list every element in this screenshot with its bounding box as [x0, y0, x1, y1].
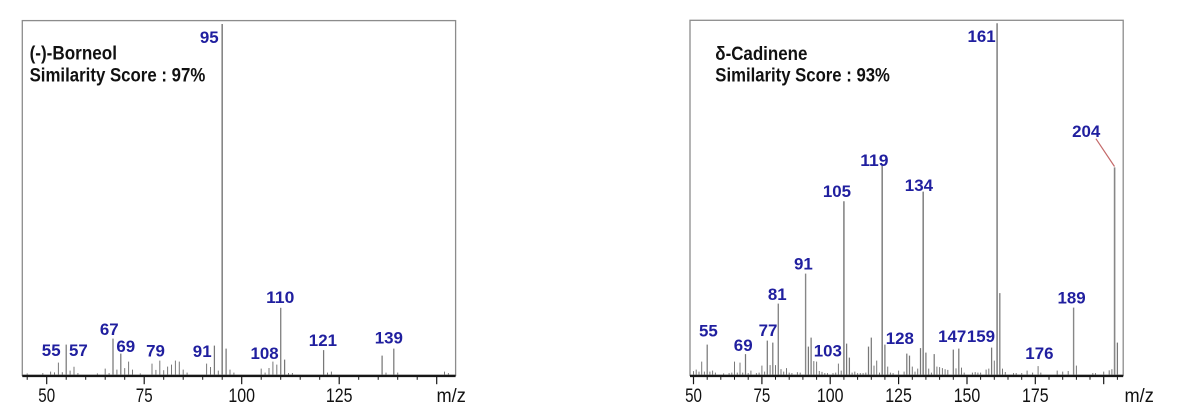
svg-text:134: 134: [905, 176, 934, 195]
svg-text:128: 128: [886, 329, 914, 348]
svg-text:103: 103: [814, 342, 842, 361]
svg-text:189: 189: [1058, 288, 1086, 307]
svg-text:57: 57: [69, 341, 88, 360]
svg-text:150: 150: [954, 385, 981, 407]
svg-text:67: 67: [100, 320, 119, 339]
svg-text:119: 119: [860, 151, 888, 170]
svg-text:79: 79: [146, 342, 165, 361]
svg-text:69: 69: [734, 336, 753, 355]
svg-text:121: 121: [309, 331, 337, 350]
svg-text:δ-Cadinene: δ-Cadinene: [715, 44, 807, 65]
svg-text:108: 108: [251, 344, 279, 363]
svg-text:161: 161: [968, 27, 996, 46]
svg-text:204: 204: [1072, 122, 1101, 141]
svg-text:100: 100: [817, 385, 844, 407]
svg-text:159: 159: [967, 327, 995, 346]
svg-text:110: 110: [266, 288, 294, 307]
svg-text:(-)-Borneol: (-)-Borneol: [30, 44, 117, 65]
svg-text:69: 69: [116, 337, 135, 356]
svg-text:m/z: m/z: [437, 385, 466, 407]
svg-text:125: 125: [885, 385, 912, 407]
svg-text:50: 50: [685, 385, 702, 407]
svg-text:55: 55: [42, 341, 61, 360]
svg-text:100: 100: [228, 385, 255, 407]
svg-text:91: 91: [193, 342, 212, 361]
svg-text:147: 147: [938, 327, 966, 346]
svg-text:77: 77: [759, 321, 778, 340]
svg-text:50: 50: [38, 385, 55, 407]
svg-text:95: 95: [200, 28, 219, 47]
svg-text:175: 175: [1022, 385, 1049, 407]
svg-text:55: 55: [699, 322, 718, 341]
svg-text:Similarity Score : 93%: Similarity Score : 93%: [715, 66, 890, 87]
svg-text:91: 91: [794, 254, 813, 273]
svg-text:105: 105: [823, 182, 851, 201]
svg-text:75: 75: [754, 385, 771, 407]
svg-text:176: 176: [1025, 344, 1053, 363]
svg-text:125: 125: [326, 385, 353, 407]
svg-text:Similarity Score : 97%: Similarity Score : 97%: [30, 66, 206, 87]
svg-text:75: 75: [136, 385, 153, 407]
svg-text:m/z: m/z: [1125, 385, 1154, 407]
svg-text:139: 139: [375, 329, 403, 348]
svg-text:81: 81: [768, 285, 787, 304]
